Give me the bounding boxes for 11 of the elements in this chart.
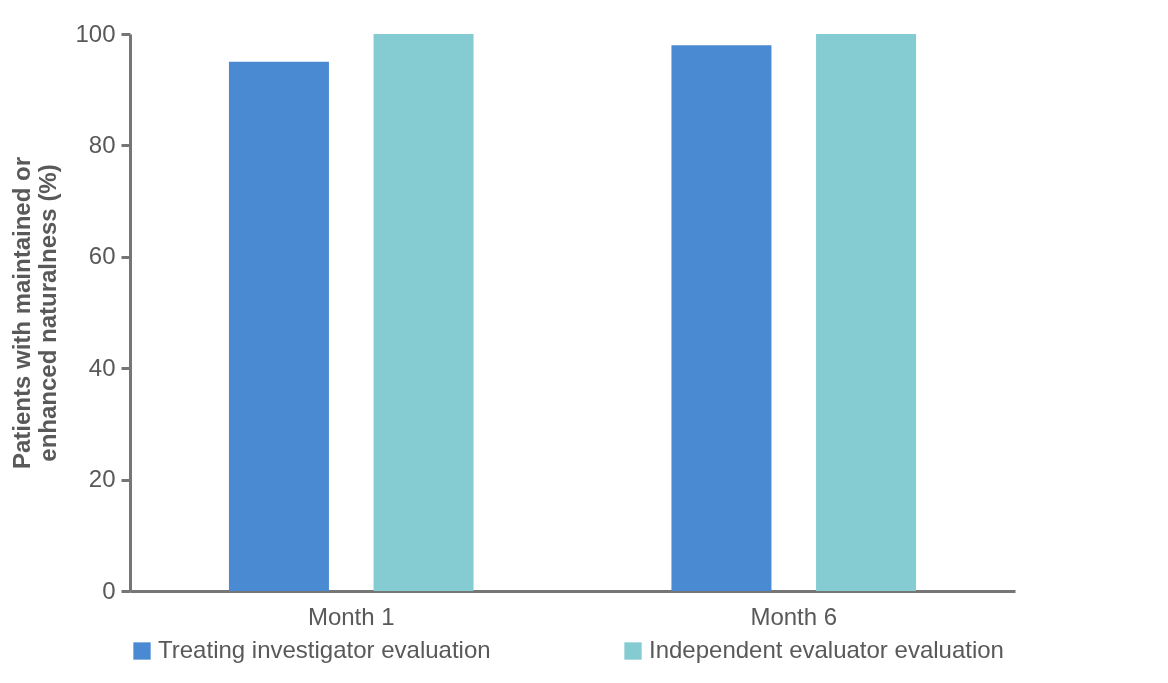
x-tick-label: Month 6 [750,602,838,630]
y-tick-label: 0 [102,576,116,604]
y-tick-label: 60 [88,242,116,270]
x-tick-label: Month 1 [307,602,395,630]
y-tick-label: 100 [75,19,116,47]
y-tick-label: 80 [88,130,116,158]
legend-label: Independent evaluator evaluation [649,636,1004,663]
y-axis-title: Patients with maintained or enhanced naturalness (%) [8,156,62,470]
legend-label: Treating investigator evaluation [158,636,491,663]
y-tick-label: 20 [88,465,116,493]
y-tick-label: 40 [88,353,116,381]
